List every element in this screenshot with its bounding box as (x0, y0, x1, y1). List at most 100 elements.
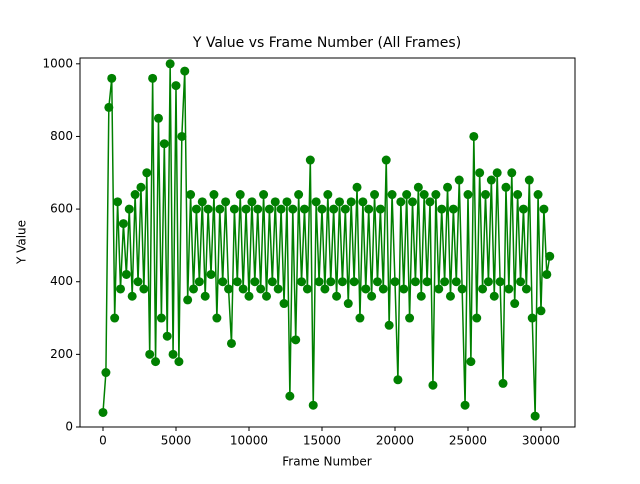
data-point (361, 284, 371, 294)
data-point (472, 313, 482, 323)
data-point (378, 284, 388, 294)
data-point (311, 197, 321, 207)
data-point (177, 131, 187, 141)
x-tick-label: 25000 (449, 434, 487, 448)
data-point (168, 349, 178, 359)
data-point (419, 190, 429, 200)
data-point (174, 357, 184, 367)
data-point (197, 197, 207, 207)
data-point (440, 277, 450, 287)
data-point (139, 284, 149, 294)
data-point (501, 182, 511, 192)
data-point (454, 175, 464, 185)
data-point (110, 313, 120, 323)
data-point (530, 411, 540, 421)
data-point (402, 190, 412, 200)
data-point (98, 407, 108, 417)
data-point (337, 277, 347, 287)
data-point (305, 155, 315, 165)
data-line (102, 63, 551, 417)
data-point (545, 251, 555, 261)
data-point (504, 284, 514, 294)
data-point (291, 335, 301, 345)
data-point (267, 277, 277, 287)
data-point (346, 197, 356, 207)
data-point (206, 269, 216, 279)
data-point (364, 204, 374, 214)
data-point (148, 73, 158, 83)
data-point (387, 190, 397, 200)
data-point (329, 204, 339, 214)
data-point (539, 204, 549, 214)
y-tick-label: 0 (65, 420, 73, 434)
data-point (349, 277, 359, 287)
data-point (405, 313, 415, 323)
x-tick-label: 15000 (303, 434, 341, 448)
data-point (320, 284, 330, 294)
data-point (451, 277, 461, 287)
y-tick-label: 600 (50, 202, 73, 216)
data-point (180, 66, 190, 76)
data-point (118, 219, 128, 229)
data-point (335, 197, 345, 207)
data-point (121, 269, 131, 279)
data-point (340, 204, 350, 214)
data-point (282, 197, 292, 207)
data-point (410, 277, 420, 287)
x-tick-label: 30000 (522, 434, 560, 448)
data-point (513, 190, 523, 200)
data-point (232, 277, 242, 287)
data-point (104, 102, 114, 112)
data-point (393, 375, 403, 385)
data-point (101, 368, 111, 378)
data-point (113, 197, 123, 207)
data-point (308, 400, 318, 410)
data-point (302, 284, 312, 294)
data-point (276, 204, 286, 214)
data-point (384, 320, 394, 330)
data-point (203, 204, 213, 214)
plot-frame (79, 57, 576, 428)
data-point (343, 299, 353, 309)
data-point (510, 299, 520, 309)
data-point (416, 291, 426, 301)
data-point (536, 306, 546, 316)
data-point (434, 284, 444, 294)
data-point (422, 277, 432, 287)
data-point (171, 81, 181, 91)
data-point (247, 197, 257, 207)
data-point (431, 190, 441, 200)
data-point (355, 313, 365, 323)
data-point (396, 197, 406, 207)
data-point (153, 113, 163, 123)
data-point (489, 291, 499, 301)
data-point (358, 197, 368, 207)
data-point (183, 295, 193, 305)
data-point (186, 190, 196, 200)
y-tick-label: 800 (50, 129, 73, 143)
data-point (297, 277, 307, 287)
data-point (127, 291, 137, 301)
data-point (516, 277, 526, 287)
data-point (133, 277, 143, 287)
data-point (448, 204, 458, 214)
data-point (460, 400, 470, 410)
data-point (151, 357, 161, 367)
data-point (381, 155, 391, 165)
data-point (270, 197, 280, 207)
data-point (478, 284, 488, 294)
data-point (288, 204, 298, 214)
data-point (481, 190, 491, 200)
y-tick-label: 1000 (42, 56, 73, 70)
data-point (425, 197, 435, 207)
data-point (492, 168, 502, 178)
data-point (524, 175, 534, 185)
data-point (285, 391, 295, 401)
data-point (463, 190, 473, 200)
data-point (521, 284, 531, 294)
data-point (273, 284, 283, 294)
data-point (437, 204, 447, 214)
data-point (466, 357, 476, 367)
data-point (486, 175, 496, 185)
data-point (314, 277, 324, 287)
